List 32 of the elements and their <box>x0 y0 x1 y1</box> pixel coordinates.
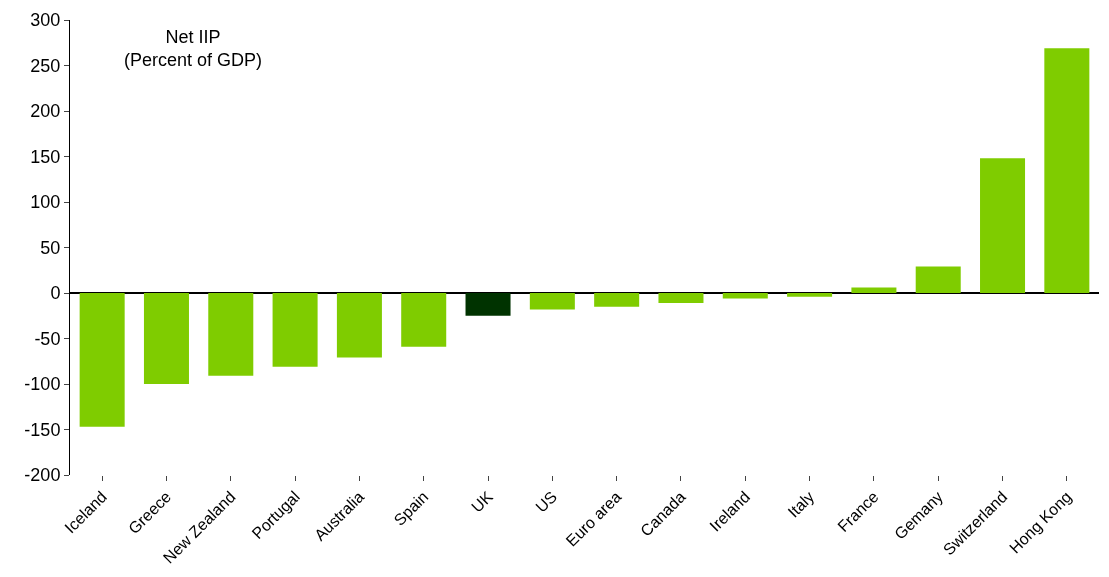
x-tick-label: UK <box>468 487 497 516</box>
bar <box>594 293 640 307</box>
bar <box>787 293 833 297</box>
bar <box>658 293 704 304</box>
chart-title: Net IIP <box>165 27 221 47</box>
y-tick-label: -50 <box>34 328 61 349</box>
y-tick-label: 300 <box>30 10 61 31</box>
bar <box>465 293 511 316</box>
bar <box>529 293 575 310</box>
y-tick-label: 250 <box>30 55 61 76</box>
bar <box>143 293 189 384</box>
bar <box>722 293 768 299</box>
y-tick-label: 200 <box>30 101 61 122</box>
x-tick-label: Italy <box>784 487 818 521</box>
y-tick-label: 0 <box>50 283 61 304</box>
bar <box>79 293 125 427</box>
bar <box>208 293 254 376</box>
bar <box>272 293 318 367</box>
y-tick-label: 150 <box>30 146 61 167</box>
bar <box>1044 48 1090 293</box>
y-tick-label: 50 <box>40 237 61 258</box>
y-tick-label: -100 <box>24 374 61 395</box>
bar <box>915 266 961 293</box>
bar <box>980 158 1026 293</box>
bar <box>336 293 382 358</box>
y-tick-label: 100 <box>30 192 61 213</box>
bar <box>401 293 447 347</box>
x-tick-label: US <box>532 487 561 516</box>
y-tick-label: -200 <box>24 465 61 486</box>
bar <box>851 287 897 293</box>
text: (Percent of GDP) <box>124 50 263 71</box>
y-tick-label: -150 <box>24 419 61 440</box>
